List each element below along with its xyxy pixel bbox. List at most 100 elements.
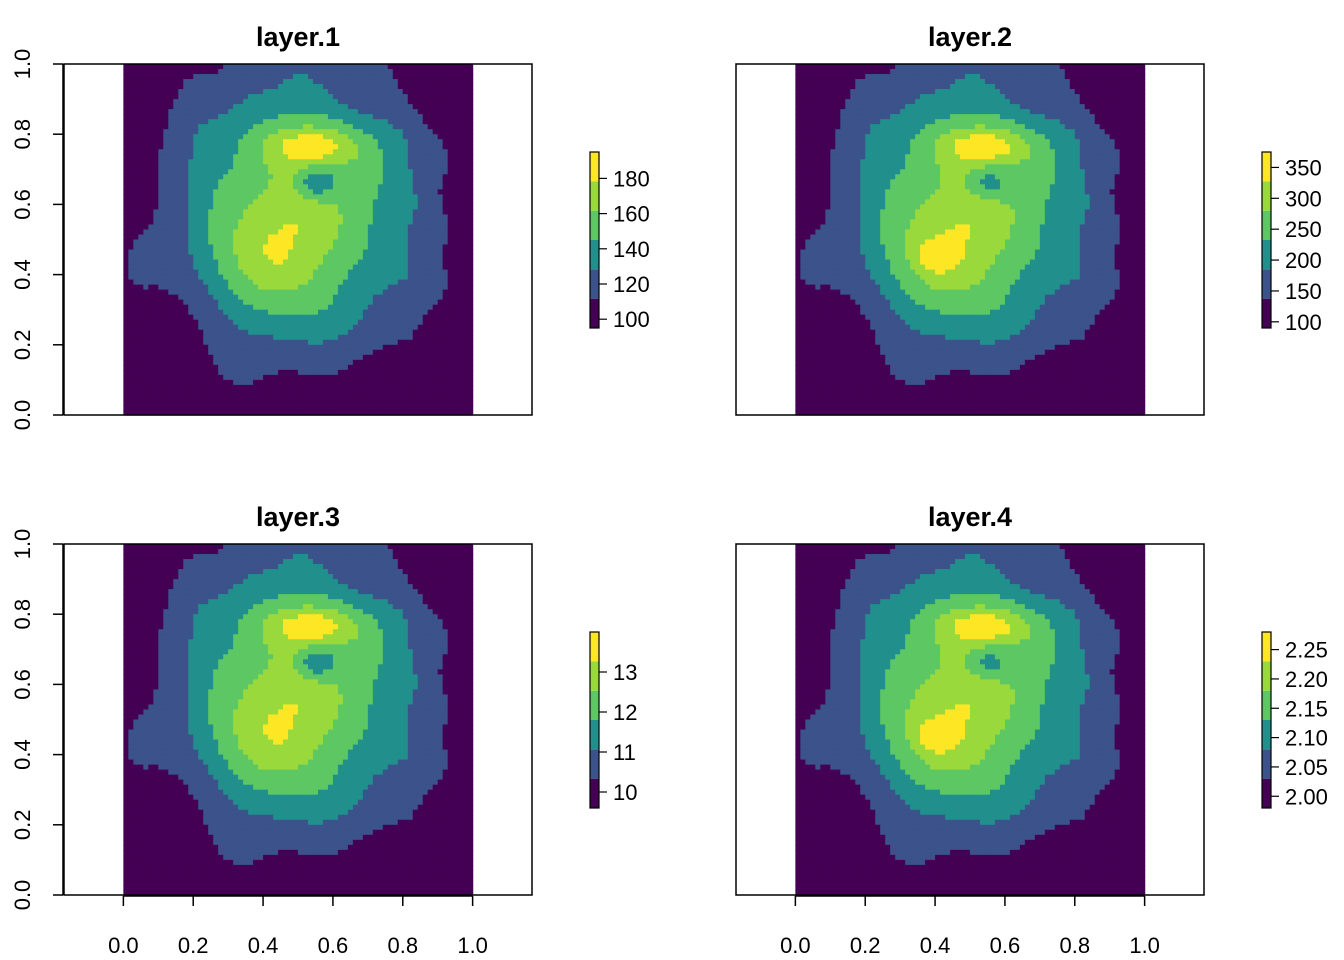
raster-cell [313, 129, 319, 135]
raster-cell [283, 250, 289, 256]
raster-cell [148, 169, 154, 175]
raster-cell [158, 265, 164, 271]
raster-cell [148, 204, 154, 210]
raster-cell [188, 214, 194, 220]
raster-cell [173, 310, 179, 316]
raster-cell [193, 270, 199, 276]
raster-cell [293, 164, 299, 170]
raster-cell [328, 310, 334, 316]
raster-cell [188, 395, 194, 401]
raster-cell [318, 134, 324, 140]
raster-cell [393, 280, 399, 286]
raster-cell [418, 74, 424, 80]
raster-cell [258, 290, 264, 296]
raster-cell [258, 184, 264, 190]
raster-cell [198, 270, 204, 276]
raster-cell [238, 310, 244, 316]
raster-cell [223, 325, 229, 331]
raster-cell [138, 109, 144, 115]
raster-cell [253, 119, 259, 125]
raster-cell [448, 305, 454, 311]
raster-cell [403, 204, 409, 210]
raster-cell [138, 360, 144, 366]
raster-cell [438, 189, 444, 195]
raster-cell [133, 330, 139, 336]
raster-cell [213, 199, 219, 205]
raster-cell [348, 189, 354, 195]
raster-cell [418, 194, 424, 200]
raster-cell [228, 129, 234, 135]
raster-cell [428, 245, 434, 251]
raster-cell [408, 300, 414, 306]
raster-cell [343, 340, 349, 346]
raster-cell [303, 134, 309, 140]
raster-cell [388, 229, 394, 235]
raster-cell [258, 134, 264, 140]
raster-cell [398, 229, 404, 235]
raster-cell [333, 124, 339, 130]
raster-cell [303, 405, 309, 411]
raster-cell [393, 275, 399, 281]
raster-cell [368, 164, 374, 170]
raster-cell [408, 84, 414, 90]
raster-cell [443, 119, 449, 125]
raster-cell [323, 94, 329, 100]
raster-cell [413, 194, 419, 200]
raster-cell [148, 395, 154, 401]
raster-cell [388, 179, 394, 185]
raster-cell [353, 255, 359, 261]
raster-cell [343, 194, 349, 200]
raster-cell [173, 89, 179, 95]
raster-cell [333, 370, 339, 376]
raster-cell [293, 350, 299, 356]
raster-cell [253, 400, 259, 406]
raster-cell [383, 159, 389, 165]
raster-cell [293, 79, 299, 85]
raster-cell [258, 109, 264, 115]
raster-cell [273, 365, 279, 371]
raster-cell [203, 134, 209, 140]
raster-cell [343, 400, 349, 406]
raster-cell [133, 405, 139, 411]
raster-cell [228, 104, 234, 110]
raster-cell [128, 199, 134, 205]
raster-cell [288, 345, 294, 351]
raster-cell [133, 395, 139, 401]
raster-cell [223, 395, 229, 401]
raster-cell [138, 159, 144, 165]
raster-cell [443, 194, 449, 200]
raster-cell [458, 109, 464, 115]
raster-cell [178, 255, 184, 261]
raster-cell [443, 234, 449, 240]
raster-cell [378, 64, 384, 70]
raster-cell [403, 234, 409, 240]
raster-cell [423, 189, 429, 195]
raster-cell [343, 149, 349, 155]
raster-cell [163, 169, 169, 175]
raster-cell [433, 234, 439, 240]
raster-cell [143, 94, 149, 100]
raster-cell [263, 315, 269, 321]
raster-cell [935, 64, 941, 70]
raster-cell [363, 380, 369, 386]
raster-cell [453, 395, 459, 401]
raster-cell [895, 64, 901, 70]
raster-cell [308, 355, 314, 361]
raster-cell [198, 345, 204, 351]
raster-cell [208, 360, 214, 366]
raster-cell [203, 174, 209, 180]
raster-cell [138, 355, 144, 361]
raster-cell [183, 224, 189, 230]
raster-cell [228, 199, 234, 205]
raster-cell [123, 280, 129, 286]
raster-cell [223, 224, 229, 230]
raster-cell [218, 99, 224, 105]
raster-cell [253, 280, 259, 286]
raster-cell [133, 350, 139, 356]
raster-cell [383, 199, 389, 205]
raster-cell [123, 74, 129, 80]
raster-cell [418, 285, 424, 291]
raster-cell [428, 69, 434, 75]
raster-cell [468, 144, 474, 150]
raster-cell [298, 350, 304, 356]
